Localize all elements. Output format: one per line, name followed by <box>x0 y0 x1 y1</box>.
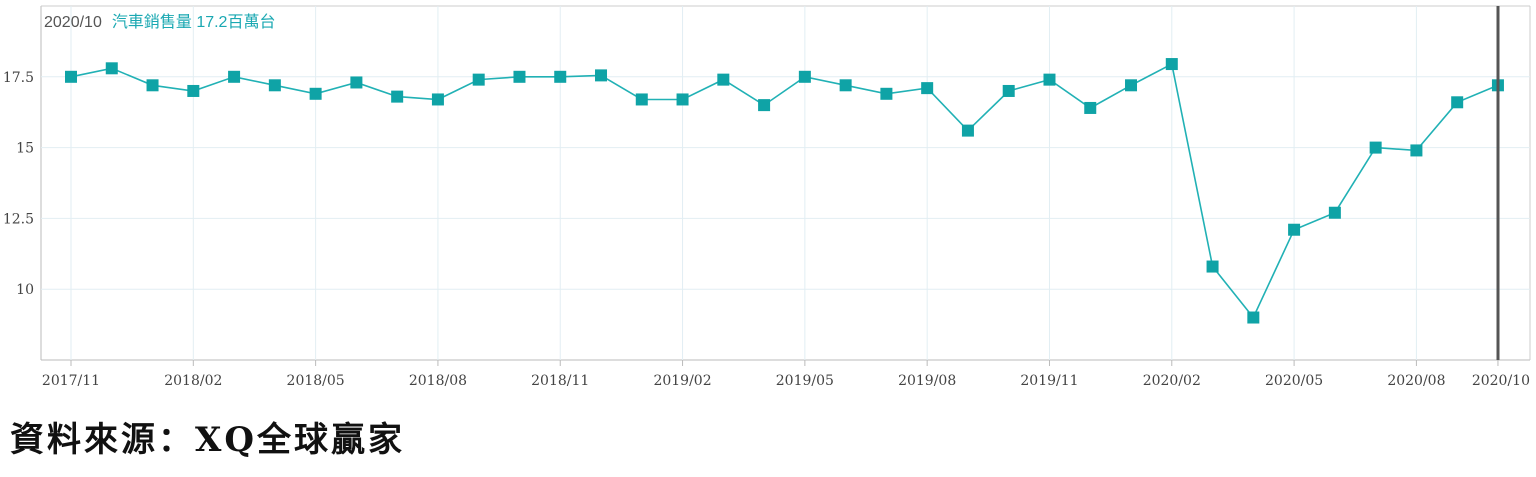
x-tick-label: 2018/02 <box>164 373 222 389</box>
data-point-marker[interactable] <box>1043 73 1056 86</box>
data-point-marker[interactable] <box>880 87 893 100</box>
series-layer <box>65 58 1504 324</box>
sales-line-chart: 10 12.5 15 17.5 2017/11 2018/02 2018/05 2018/0… <box>3 5 1531 389</box>
data-point-marker[interactable] <box>1288 223 1301 236</box>
data-point-marker[interactable] <box>1451 96 1464 109</box>
grid-layer <box>41 6 1530 366</box>
data-point-marker[interactable] <box>472 73 485 86</box>
data-point-marker[interactable] <box>798 70 811 83</box>
data-point-marker[interactable] <box>1125 79 1138 92</box>
data-point-marker[interactable] <box>554 70 567 83</box>
y-tick-label: 17.5 <box>3 70 34 86</box>
y-tick-labels: 10 12.5 15 17.5 <box>3 70 34 298</box>
data-point-marker[interactable] <box>65 70 77 83</box>
data-point-marker[interactable] <box>1328 206 1341 219</box>
data-point-marker[interactable] <box>1002 84 1015 97</box>
x-tick-label: 2018/05 <box>287 373 345 389</box>
data-point-marker[interactable] <box>1084 101 1097 114</box>
y-tick-label: 12.5 <box>3 211 34 227</box>
data-point-marker[interactable] <box>309 87 322 100</box>
data-point-marker[interactable] <box>921 82 934 95</box>
hover-series-name: 汽車銷售量 <box>111 14 192 31</box>
hover-date: 2020/10 <box>44 14 102 31</box>
data-point-marker[interactable] <box>635 93 648 106</box>
data-point-marker[interactable] <box>350 76 363 89</box>
data-point-marker[interactable] <box>758 99 771 112</box>
x-tick-label: 2018/08 <box>409 373 467 389</box>
hover-tooltip: 2020/10 汽車銷售量 17.2百萬台 <box>44 8 275 32</box>
x-tick-label: 2018/11 <box>531 373 589 389</box>
data-point-marker[interactable] <box>1247 311 1260 324</box>
data-point-marker[interactable] <box>187 84 200 97</box>
data-point-marker[interactable] <box>1369 141 1382 154</box>
y-tick-label: 10 <box>16 282 34 298</box>
hover-unit: 百萬台 <box>227 14 276 31</box>
data-point-marker[interactable] <box>513 70 526 83</box>
x-tick-label: 2019/05 <box>776 373 834 389</box>
data-point-marker[interactable] <box>839 79 852 92</box>
x-tick-label: 2019/02 <box>653 373 711 389</box>
hover-value: 17.2 <box>196 14 228 31</box>
data-point-marker[interactable] <box>595 69 608 82</box>
x-tick-label: 2020/10 <box>1472 373 1530 389</box>
data-point-marker[interactable] <box>1410 144 1423 157</box>
data-point-marker[interactable] <box>228 70 241 83</box>
data-point-marker[interactable] <box>961 124 974 137</box>
series-line <box>70 62 1499 320</box>
data-point-marker[interactable] <box>676 93 689 106</box>
x-tick-label: 2020/02 <box>1143 373 1201 389</box>
data-point-marker[interactable] <box>105 62 118 75</box>
data-point-marker[interactable] <box>717 73 730 86</box>
x-tick-label: 2020/05 <box>1265 373 1323 389</box>
data-point-marker[interactable] <box>431 93 444 106</box>
chart-area: 10 12.5 15 17.5 2017/11 2018/02 2018/05 2018/0… <box>3 5 1531 389</box>
data-point-marker[interactable] <box>268 79 281 92</box>
x-tick-label: 2020/08 <box>1387 373 1445 389</box>
data-point-marker[interactable] <box>1165 58 1178 71</box>
x-tick-label: 2019/11 <box>1020 373 1078 389</box>
x-tick-label: 2019/08 <box>898 373 956 389</box>
x-tick-labels: 2017/11 2018/02 2018/05 2018/08 2018/11 2019/… <box>42 373 1530 389</box>
data-point-marker[interactable] <box>1206 260 1219 273</box>
x-tick-label: 2017/11 <box>42 373 100 389</box>
y-tick-label: 15 <box>16 141 34 157</box>
data-point-marker[interactable] <box>146 79 159 92</box>
data-point-marker[interactable] <box>391 90 404 103</box>
source-caption: 資料來源：XQ全球贏家 <box>10 420 405 460</box>
